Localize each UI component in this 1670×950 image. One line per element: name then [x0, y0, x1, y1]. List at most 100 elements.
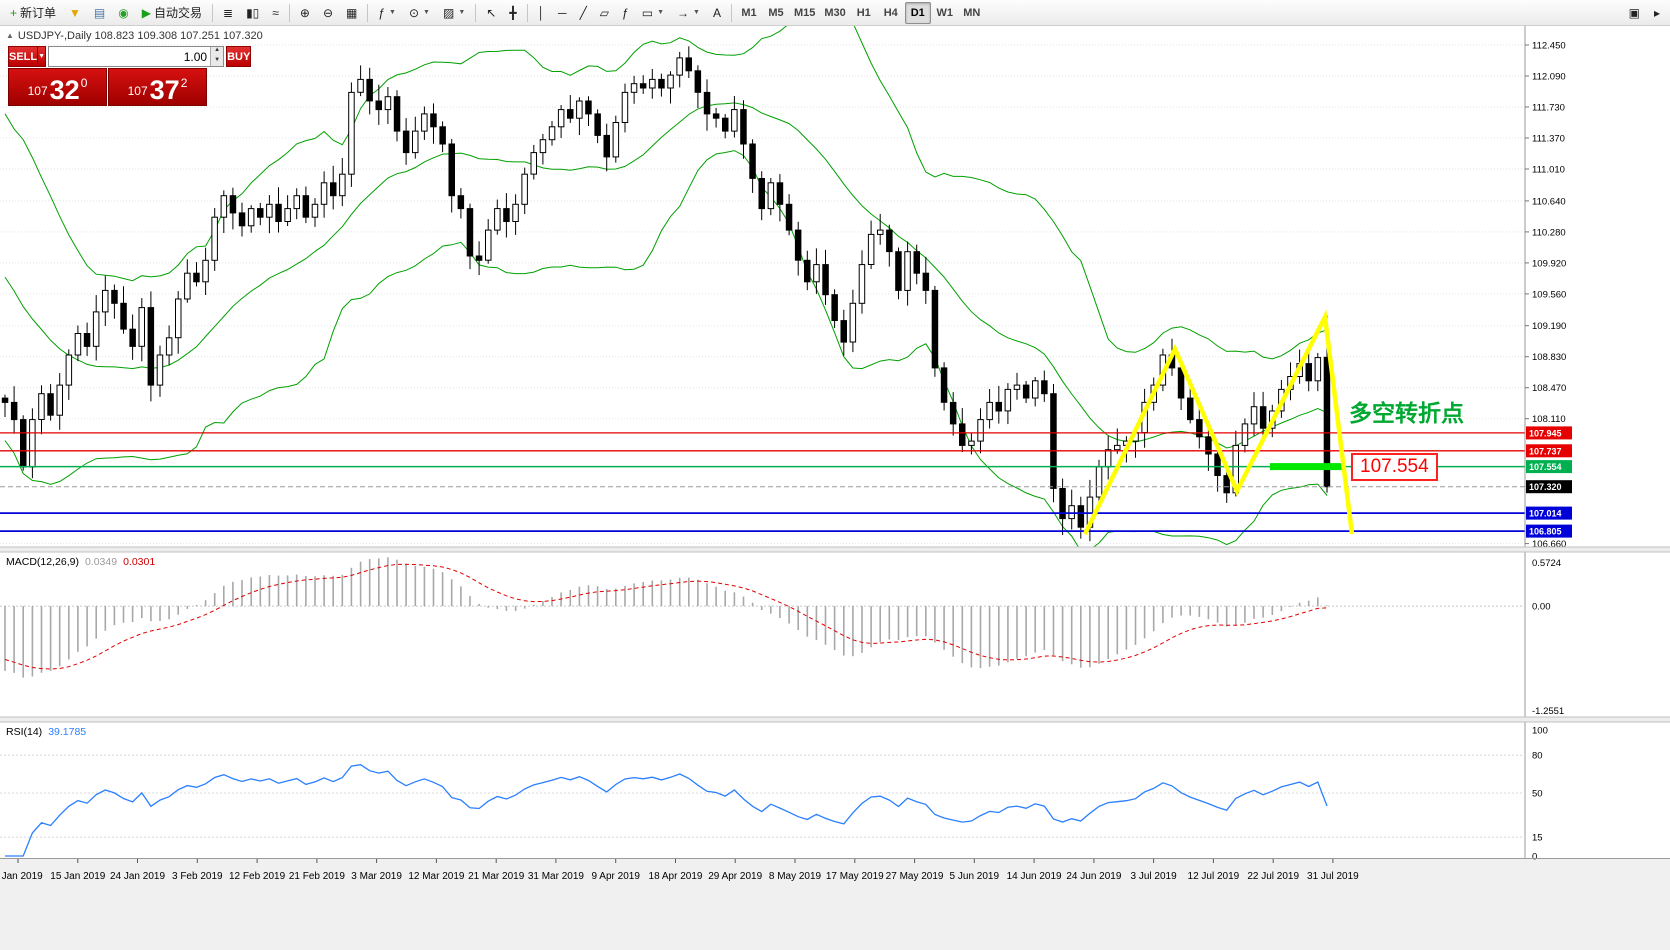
rsi-value: 39.1785 [48, 726, 87, 738]
svg-text:110.280: 110.280 [1532, 227, 1566, 238]
svg-text:111.010: 111.010 [1532, 165, 1565, 176]
chevron-down-icon: ▼ [38, 53, 46, 60]
svg-text:4 Jan 2019: 4 Jan 2019 [0, 871, 43, 882]
symbol-info[interactable]: ▲ USDJPY-,Daily 108.823 109.308 107.251 1… [6, 30, 263, 42]
auto-trading-icon: ▶ [141, 5, 151, 20]
toolbar: + 新订单 ▼ ▤ ◉ ▶ 自动交易 ≣ ▮▯ ≈ ⊕ ⊖ ▦ ƒ ▼ ⊙ ▼ ▨ ▼ ↖ ╋ │ ─ ╱ ▱ ƒ ▭ ▼ → ▼ A M1 M… [0, 0, 1670, 26]
bar-chart-button[interactable]: ≣ [217, 2, 239, 24]
svg-text:22 Jul 2019: 22 Jul 2019 [1247, 871, 1299, 882]
timeframe-button-w1[interactable]: W1 [936, 6, 954, 19]
macd-name: MACD(12,26,9) [6, 556, 79, 568]
new-order-icon: + [10, 5, 18, 20]
rsi-name: RSI(14) [6, 726, 43, 738]
svg-text:31 Mar 2019: 31 Mar 2019 [528, 871, 585, 882]
tile-windows-button[interactable]: ▦ [340, 2, 363, 24]
toolbar-separator [288, 3, 290, 22]
svg-text:108.470: 108.470 [1532, 383, 1566, 394]
snapshot-button[interactable]: ▣ [1623, 2, 1646, 24]
chevron-down-icon: ▼ [423, 9, 430, 16]
candlestick-chart-icon: ▮▯ [246, 5, 260, 20]
timeframe-button-h1[interactable]: H1 [856, 6, 871, 19]
text-icon: A [712, 5, 721, 20]
buy-price-box[interactable]: 107 37 2 [108, 68, 207, 106]
indicators-button[interactable]: ƒ ▼ [372, 2, 402, 24]
auto-trading-button[interactable]: ▶ 自动交易 [136, 2, 208, 24]
timeframe-button-m1[interactable]: M1 [741, 6, 757, 19]
refresh-icon: ◉ [118, 5, 129, 20]
svg-text:0.00: 0.00 [1532, 602, 1551, 613]
toolbar-separator [475, 3, 477, 22]
cursor-button[interactable]: ↖ [480, 2, 502, 24]
ask-pip-digit: 2 [180, 76, 188, 90]
arrows-button[interactable]: → ▼ [671, 2, 706, 24]
svg-text:108.110: 108.110 [1532, 414, 1566, 425]
zoom-out-button[interactable]: ⊖ [317, 2, 339, 24]
periods-button[interactable]: ⊙ ▼ [403, 2, 436, 24]
svg-text:107.554: 107.554 [1529, 462, 1562, 472]
price-callout-label[interactable]: 107.554 [1351, 453, 1438, 481]
new-order-button-label: 新订单 [20, 6, 57, 20]
chevron-down-icon: ▼ [389, 9, 396, 16]
timeframe-button-d1[interactable]: D1 [904, 1, 931, 24]
text-button[interactable]: A [707, 2, 727, 24]
buy-button[interactable]: BUY [226, 46, 252, 67]
shapes-button[interactable]: ▭ ▼ [636, 2, 670, 24]
trendline-button[interactable]: ╱ [574, 2, 593, 24]
svg-text:110.640: 110.640 [1532, 196, 1566, 207]
volume-up-button[interactable]: ▲ [211, 47, 224, 57]
svg-text:107.320: 107.320 [1529, 482, 1562, 492]
snapshot-icon: ▣ [1628, 5, 1640, 20]
macd-main-value: 0.0349 [84, 556, 118, 568]
trade-options-dropdown[interactable]: ▼ [38, 46, 47, 67]
chevron-down-icon: ▼ [657, 9, 664, 16]
equidistant-channel-button[interactable]: ▱ [594, 2, 615, 24]
timeframe-button-m30[interactable]: M30 [824, 6, 846, 19]
templates-button[interactable]: ▨ ▼ [437, 2, 471, 24]
chevron-down-icon: ▼ [693, 9, 700, 16]
collapse-arrow-icon[interactable]: ▲ [6, 31, 14, 40]
svg-text:15 Jan 2019: 15 Jan 2019 [50, 871, 105, 882]
svg-text:5 Jun 2019: 5 Jun 2019 [950, 871, 1000, 882]
zoom-in-button[interactable]: ⊕ [294, 2, 316, 24]
crosshair-button[interactable]: ╋ [503, 2, 522, 24]
svg-text:24 Jun 2019: 24 Jun 2019 [1066, 871, 1121, 882]
sell-button[interactable]: SELL [8, 46, 39, 67]
svg-text:21 Mar 2019: 21 Mar 2019 [468, 871, 525, 882]
candlestick-chart-button[interactable]: ▮▯ [240, 2, 265, 24]
volume-input[interactable] [49, 47, 211, 66]
horizontal-line-button[interactable]: ─ [552, 2, 573, 24]
svg-text:12 Feb 2019: 12 Feb 2019 [229, 871, 286, 882]
chart-profiles-icon: ▼ [69, 5, 81, 20]
cursor-icon: ↖ [486, 5, 497, 20]
fibonacci-button[interactable]: ƒ [616, 2, 635, 24]
turning-point-annotation[interactable]: 多空转折点 [1349, 400, 1464, 426]
svg-text:111.730: 111.730 [1532, 103, 1565, 114]
new-order-button[interactable]: + 新订单 [4, 2, 62, 24]
print-button[interactable]: ▤ [88, 2, 111, 24]
sell-price-box[interactable]: 107 32 0 [8, 68, 107, 106]
chart-profiles-button[interactable]: ▼ [63, 2, 87, 24]
bar-chart-icon: ≣ [223, 5, 234, 20]
toolbar-expand-button[interactable]: ▸ [1648, 2, 1666, 24]
timeframe-button-m15[interactable]: M15 [793, 6, 816, 19]
timeframe-button-h4[interactable]: H4 [883, 6, 898, 19]
svg-text:-1.2551: -1.2551 [1532, 706, 1564, 717]
svg-text:0: 0 [1532, 852, 1537, 863]
toolbar-expand-icon: ▸ [1653, 5, 1660, 20]
svg-text:12 Jul 2019: 12 Jul 2019 [1188, 871, 1240, 882]
timeframe-button-m5[interactable]: M5 [768, 6, 784, 19]
timeframe-button-mn[interactable]: MN [963, 6, 981, 19]
trendline-icon: ╱ [579, 5, 587, 20]
svg-text:80: 80 [1532, 751, 1543, 762]
volume-down-button[interactable]: ▼ [211, 56, 224, 66]
refresh-button[interactable]: ◉ [112, 2, 134, 24]
crosshair-icon: ╋ [509, 5, 517, 20]
line-chart-button[interactable]: ≈ [266, 2, 285, 24]
ask-big-digits: 37 [149, 74, 180, 105]
vertical-line-button[interactable]: │ [532, 2, 552, 24]
svg-text:108.830: 108.830 [1532, 352, 1566, 363]
svg-text:109.560: 109.560 [1532, 289, 1566, 300]
